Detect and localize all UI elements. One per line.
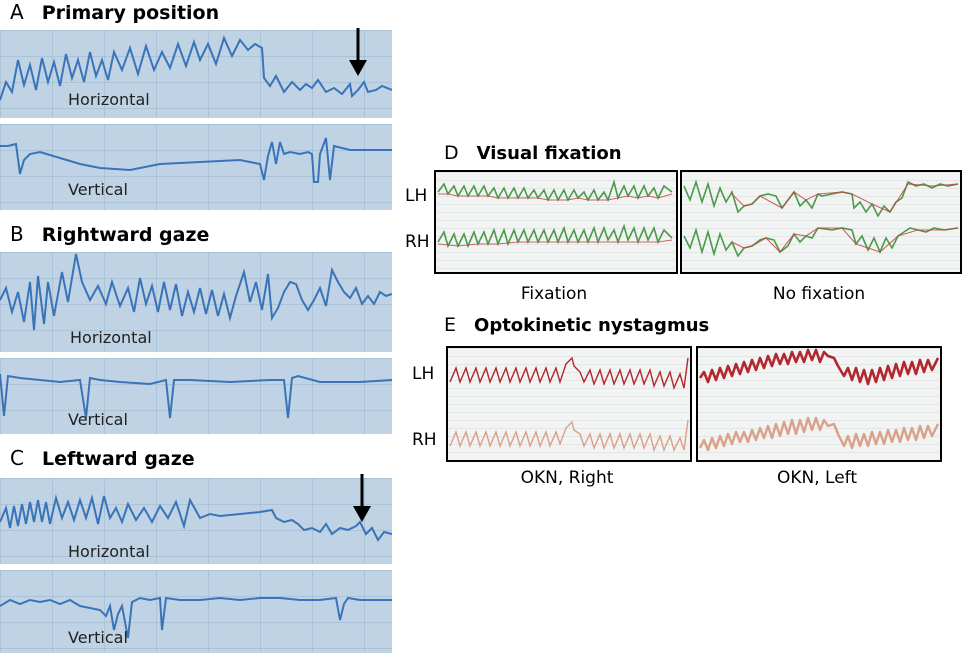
horizontal-label: Horizontal xyxy=(68,90,150,109)
vertical-label: Vertical xyxy=(68,410,128,429)
panel-c-heading: C Leftward gaze xyxy=(10,446,195,470)
panel-letter: A xyxy=(10,0,24,24)
caption-fixation: Fixation xyxy=(520,284,588,304)
vertical-label: Vertical xyxy=(68,180,128,199)
panel-b-horizontal-trace: Horizontal xyxy=(0,252,392,352)
panel-e-heading: E Optokinetic nystagmus xyxy=(444,314,709,336)
panel-a-vertical-trace: Vertical xyxy=(0,124,392,210)
caption-okn-right: OKN, Right xyxy=(520,468,614,488)
panel-c-vertical-trace: Vertical xyxy=(0,570,392,653)
trace-svg xyxy=(0,137,392,183)
panel-b-vertical-trace: Vertical xyxy=(0,358,392,434)
fixation-trace-box xyxy=(434,170,678,274)
trace-svg xyxy=(683,179,959,258)
panel-c-horizontal-trace: Horizontal xyxy=(0,478,392,564)
panel-letter: B xyxy=(10,222,24,246)
panel-letter: C xyxy=(10,446,24,470)
panel-title: Optokinetic nystagmus xyxy=(474,315,710,336)
row-label-rh: RH xyxy=(412,430,437,450)
okn-right-trace-box xyxy=(446,346,692,462)
panel-a-heading: A Primary position xyxy=(10,0,219,24)
panel-title: Visual fixation xyxy=(476,143,622,164)
panel-b-heading: B Rightward gaze xyxy=(10,222,209,246)
trace-svg xyxy=(698,348,940,452)
caption-okn-left: OKN, Left xyxy=(776,468,858,488)
trace-svg xyxy=(449,356,689,453)
trace-svg xyxy=(437,179,673,249)
trace-svg xyxy=(0,494,392,542)
horizontal-label: Horizontal xyxy=(70,328,152,347)
panel-a-horizontal-trace: Horizontal xyxy=(0,30,392,118)
caption-no-fixation: No fixation xyxy=(772,284,866,304)
trace-svg xyxy=(0,596,392,639)
panel-title: Rightward gaze xyxy=(41,224,210,246)
no-fixation-trace-box xyxy=(680,170,962,274)
down-arrow-icon xyxy=(349,28,367,76)
row-label-rh: RH xyxy=(405,232,430,252)
trace-svg xyxy=(0,35,392,101)
panel-title: Primary position xyxy=(41,2,220,24)
vertical-label: Vertical xyxy=(68,628,128,647)
row-label-lh: LH xyxy=(405,186,428,206)
row-label-lh: LH xyxy=(412,364,435,384)
trace-svg xyxy=(0,373,392,419)
panel-letter: D xyxy=(444,142,459,164)
down-arrow-icon xyxy=(353,474,371,522)
okn-left-trace-box xyxy=(696,346,942,462)
panel-letter: E xyxy=(444,314,457,336)
trace-svg xyxy=(0,253,392,331)
horizontal-label: Horizontal xyxy=(68,542,150,561)
panel-title: Leftward gaze xyxy=(41,448,195,470)
panel-d-heading: D Visual fixation xyxy=(444,142,622,164)
